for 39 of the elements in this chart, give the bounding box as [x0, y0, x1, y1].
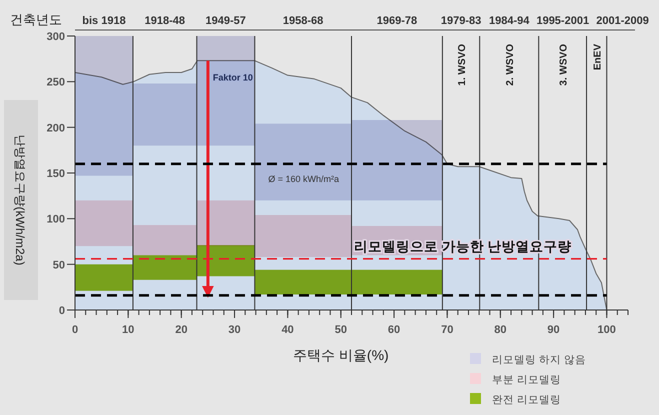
annotation: Faktor 10 [212, 72, 253, 83]
legend-label: 부분 리모델링 [492, 374, 561, 386]
x-tick-label: 10 [122, 324, 134, 336]
x2-axis-title: 건축년도 [10, 12, 62, 27]
text: 1979-83 [440, 15, 482, 27]
annotation: 3. WSVO [558, 44, 570, 86]
x-tick-label: 20 [175, 324, 188, 336]
text: 1958-68 [282, 15, 324, 27]
y-axis-title: 난방열요구량(kWh/m2a) [13, 134, 27, 266]
y-tick-label: 100 [46, 214, 65, 226]
x-tick-label: 80 [494, 324, 507, 336]
text: 1995-2001 [536, 15, 590, 27]
text: bis 1918 [82, 15, 126, 27]
x-tick-label: 40 [282, 324, 294, 336]
annotation: 2. WSVO [505, 44, 516, 86]
y-tick-label: 50 [52, 259, 65, 272]
y-tick-label: 300 [46, 31, 65, 43]
x-tick-label: 100 [598, 324, 616, 336]
x-axis-title: 주택수 비율(%) [293, 347, 389, 363]
x-tick-label: 60 [388, 324, 400, 336]
ref-line-label: Ø = 160 kWh/m²a [268, 174, 340, 184]
legend-label: 완전 리모델링 [492, 394, 561, 406]
text: 2001-2009 [596, 15, 649, 27]
y-tick-label: 200 [46, 122, 65, 134]
text: 1918-48 [144, 15, 186, 27]
x-tick-label: 50 [334, 324, 347, 336]
text: 1969-78 [376, 15, 418, 27]
text: 1949-57 [206, 15, 246, 27]
annotation: 1. WSVO [457, 44, 468, 86]
annotation: EnEV [592, 44, 604, 70]
x-tick-label: 70 [441, 324, 454, 336]
x-tick-label: 0 [72, 324, 78, 336]
y-tick-label: 150 [46, 168, 65, 180]
x-tick-label: 90 [547, 324, 560, 336]
x-tick-label: 30 [228, 324, 241, 336]
y-tick-label: 250 [46, 76, 65, 89]
y-tick-label: 0 [58, 305, 65, 317]
legend-label: 리모델링 하지 않음 [492, 354, 586, 366]
text: 1984-94 [488, 15, 530, 27]
